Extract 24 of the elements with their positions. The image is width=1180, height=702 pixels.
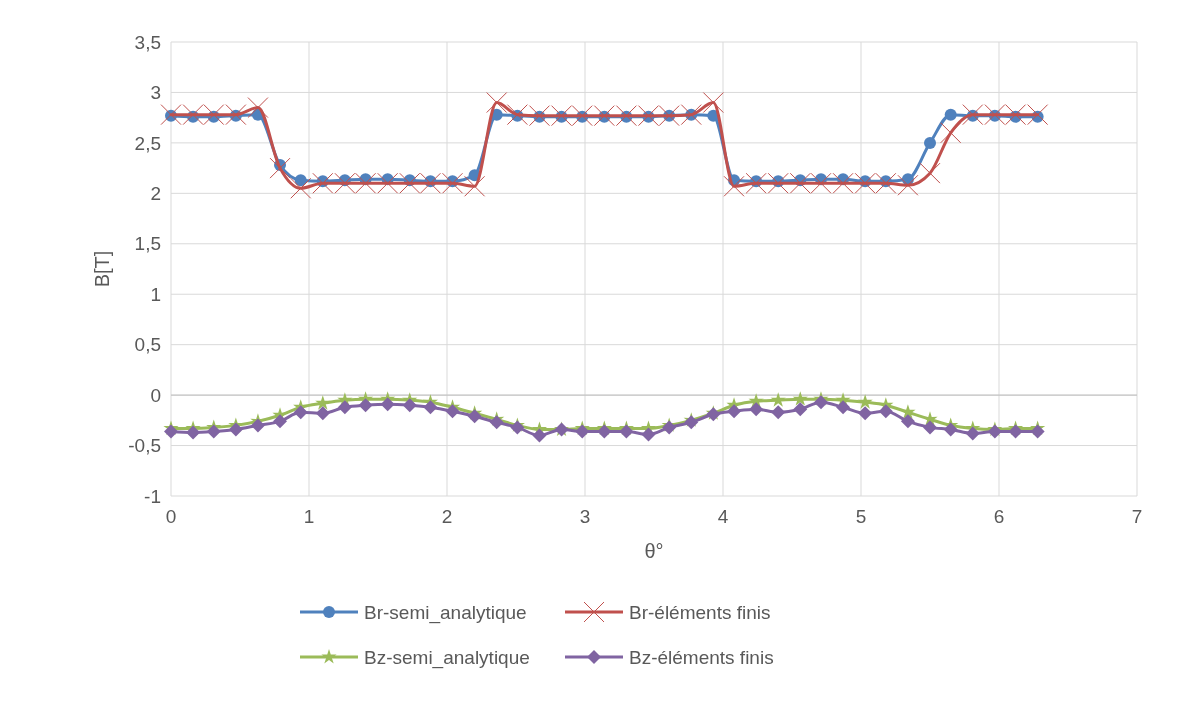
x-tick-label: 6 [993,505,1005,527]
y-tick-label: 1,5 [134,233,161,255]
y-tick-label: 1 [150,283,161,305]
y-tick-label: 2,5 [134,132,161,154]
y-tick-label: 2 [150,182,161,204]
y-tick-label: 0 [150,384,161,406]
x-tick-label: 0 [165,505,177,527]
y-axis-title: B[T] [91,250,113,288]
legend-label: Bz-éléments finis [629,646,774,668]
x-tick-label: 3 [579,505,591,527]
legend-label: Br-éléments finis [629,601,771,623]
x-tick-label: 7 [1131,505,1143,527]
x-axis-title: θ° [644,540,664,562]
y-tick-label: 0,5 [134,334,161,356]
y-tick-label: -1 [144,485,161,507]
legend-label: Br-semi_analytique [364,601,527,624]
legend-label: Bz-semi_analytique [364,646,530,669]
x-tick-label: 2 [441,505,453,527]
y-tick-label: 3,5 [134,31,161,53]
x-tick-label: 1 [303,505,315,527]
x-tick-label: 4 [717,505,729,527]
x-tick-label: 5 [855,505,867,527]
y-tick-label: -0,5 [128,435,161,457]
y-tick-label: 3 [150,82,161,104]
